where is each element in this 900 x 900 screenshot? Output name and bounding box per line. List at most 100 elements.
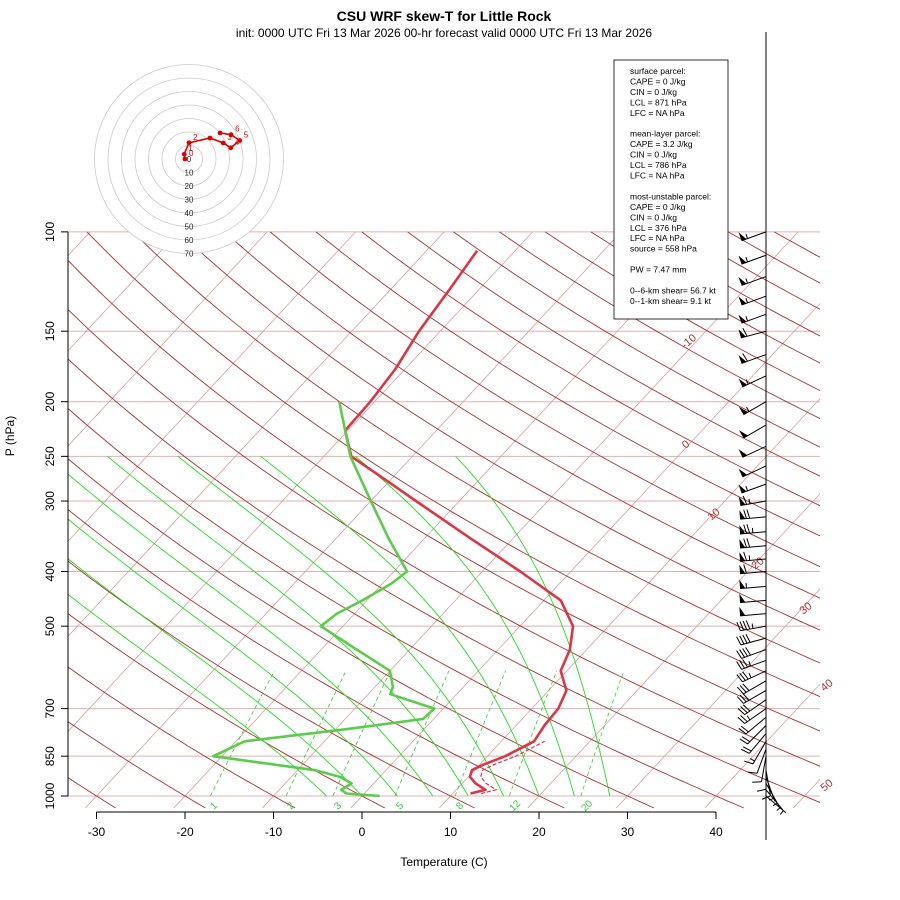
moist-adiabat: [260, 456, 540, 797]
wind-barb-feather: [745, 647, 752, 656]
wind-barb: [738, 445, 767, 458]
y-tick-label: 300: [43, 491, 57, 511]
wind-barb: [738, 465, 767, 478]
info-line: PW = 7.47 mm: [630, 265, 686, 275]
wind-barb: [736, 659, 767, 670]
isotherm-line: [0, 232, 2, 808]
wind-barb-shaft: [742, 670, 767, 683]
wind-barb: [738, 231, 767, 242]
wind-barb-pennant: [738, 496, 746, 506]
wind-barb-feather: [742, 648, 749, 657]
wind-barb: [738, 375, 767, 388]
wind-barb-shaft: [740, 637, 767, 646]
isotherm-line: [68, 231, 356, 542]
wind-barb-pennant: [738, 354, 747, 364]
moist-adiabat: [68, 558, 363, 797]
wind-barb-feather: [740, 706, 748, 714]
wind-barb-feather: [736, 696, 744, 704]
hodograph-point: [228, 145, 234, 151]
dry-adiabat-label: 40: [819, 677, 836, 694]
isotherm-line: [704, 683, 820, 809]
isotherm-line: [68, 231, 179, 352]
x-tick-label: -20: [176, 825, 194, 839]
x-tick-label: 0: [359, 825, 366, 839]
dry-adiabat-label: 50: [819, 777, 836, 794]
sounding-profiles: [211, 249, 575, 798]
wind-barb-half-feather: [748, 498, 751, 504]
wind-barb-feather: [745, 620, 751, 630]
wind-barb-feather: [743, 551, 747, 561]
info-line: CIN = 0 J/kg: [630, 212, 677, 222]
wind-barb-pennant: [739, 579, 746, 589]
dry-adiabat: [819, 231, 820, 233]
x-axis-label: Temperature (C): [400, 855, 487, 869]
wind-barb: [739, 551, 767, 562]
dry-adiabat-label: 20: [750, 555, 767, 572]
wind-barb: [756, 763, 767, 792]
wind-barb-feather: [743, 509, 747, 519]
wind-barb-half-feather: [751, 623, 754, 629]
wind-barb-shaft: [765, 795, 787, 814]
wind-barb-feather: [736, 650, 742, 659]
wind-barb: [736, 620, 767, 632]
dry-adiabat: [224, 231, 820, 599]
wind-barb-feather: [742, 746, 752, 752]
virtual-temperature-profile: [480, 740, 545, 795]
wind-barb-pennant: [738, 276, 747, 286]
dry-adiabat: [68, 358, 820, 803]
mixing-ratio-line: [394, 670, 450, 797]
wind-barb-feather: [739, 738, 748, 745]
wind-barb-pennant: [738, 296, 747, 306]
wind-barb-pennant: [738, 232, 747, 241]
wind-barb-feather: [742, 353, 749, 362]
hodograph-ring-label: 20: [185, 182, 194, 191]
dry-adiabat: [68, 666, 296, 809]
dry-adiabat: [315, 231, 820, 537]
wind-barb-shaft: [740, 330, 767, 339]
dry-adiabat: [269, 231, 820, 568]
wind-barb-half-feather: [779, 810, 784, 815]
hodograph-ring: [121, 91, 257, 227]
temperature-profile: [343, 249, 575, 795]
wind-barb: [738, 495, 767, 507]
wind-barb: [747, 748, 767, 774]
wind-barb: [739, 524, 767, 535]
hodograph-ring-label: 40: [185, 209, 194, 218]
y-tick-label: 100: [43, 222, 57, 242]
wind-barb-shaft: [740, 571, 767, 575]
info-line: 0--1-km shear= 9.1 kt: [630, 296, 712, 306]
info-line: LCL = 376 hPa: [630, 223, 687, 233]
wind-barb-shaft: [765, 789, 784, 811]
wind-barb: [738, 716, 767, 735]
wind-barb-feather: [756, 788, 767, 792]
temperature-axis: -30 -20 -10 0 10 20 30 40: [88, 811, 723, 839]
info-line: CAPE = 0 J/kg: [630, 76, 686, 86]
wind-barb-half-feather: [745, 485, 749, 491]
y-tick-label: 200: [43, 391, 57, 411]
wind-barb-feather: [746, 538, 751, 548]
hodograph-ring-label: 30: [185, 196, 194, 205]
wind-barb-feather: [745, 633, 751, 643]
wind-barb-pennant: [738, 329, 746, 338]
wind-barb-feather: [747, 771, 758, 774]
wind-barb: [737, 708, 767, 724]
wind-barb-shaft: [744, 708, 767, 724]
wind-barb-half-feather: [772, 802, 778, 807]
mixing-ratio-line: [580, 670, 625, 797]
x-tick-label: -10: [265, 825, 283, 839]
hodograph-point: [228, 132, 234, 138]
wind-barb-pennant: [738, 378, 748, 387]
wind-barb-feather: [761, 795, 771, 800]
y-tick-label: 1000: [43, 782, 57, 809]
wind-barb-feather: [743, 524, 747, 534]
wind-barb-feather: [738, 727, 747, 735]
wind-barb-pennant: [738, 406, 748, 415]
hodograph-ring-label: 60: [185, 236, 194, 245]
dry-adiabat: [68, 721, 206, 809]
wind-barb-shaft: [744, 699, 767, 716]
isotherm-line: [793, 778, 820, 809]
hodograph-point-label: 0: [189, 149, 194, 158]
wind-barb-feather: [742, 634, 748, 644]
dry-adiabat-label: -10: [679, 332, 699, 351]
